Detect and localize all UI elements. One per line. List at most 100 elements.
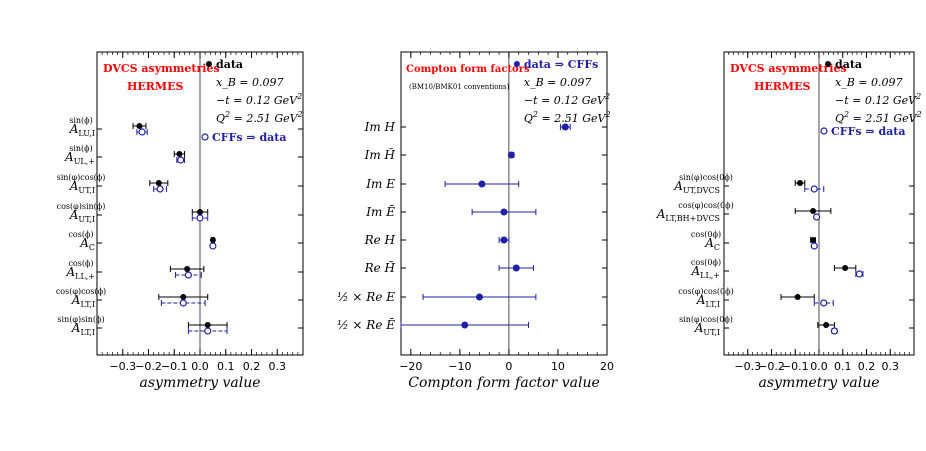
kinematics-line: x_B = 0.097 xyxy=(835,76,903,89)
fit-point xyxy=(820,299,828,307)
row-label: Im H̃ xyxy=(364,147,396,162)
fit-point xyxy=(138,128,146,136)
cff-point xyxy=(461,321,469,329)
kinematics-line: Q2 = 2.51 GeV2 xyxy=(524,110,611,125)
x-tick-label: −0.1 xyxy=(782,360,809,373)
row-label-sup: sin(φ)cos(0ϕ) xyxy=(679,173,733,182)
x-tick-label: 0.2 xyxy=(858,360,876,373)
fit-point xyxy=(179,299,187,307)
row-label-main: A xyxy=(69,179,79,193)
row-label: AUT,DVCS xyxy=(673,179,720,195)
row-label-main: A xyxy=(65,265,75,279)
row-label-main: A xyxy=(690,264,700,278)
row-label-sub: LT,BH+DVCS xyxy=(665,214,720,223)
row-label-sub: LL,+ xyxy=(700,271,720,280)
row-label-main: A xyxy=(71,321,81,335)
row-label: ALT,I xyxy=(696,293,720,309)
row-label-sup: sin(φ)cos(0ϕ) xyxy=(679,315,733,324)
row-label-sub: LT,I xyxy=(705,300,720,309)
row-label-sub: LL,+ xyxy=(75,272,95,281)
row-label-sup: cos(φ)cos(ϕ) xyxy=(56,287,106,296)
legend-fit-marker xyxy=(201,133,209,141)
row-label-sup: cos(0ϕ) xyxy=(691,230,721,239)
x-axis-label: asymmetry value xyxy=(140,375,261,391)
row-label-sub: UT,DVCS xyxy=(683,186,720,195)
row-label: ½ × Re Ē xyxy=(337,317,395,332)
data-point xyxy=(810,208,817,214)
row-label-main: A xyxy=(79,236,89,250)
row-label: AC xyxy=(79,236,95,252)
cff-point xyxy=(500,208,508,216)
row-label-sub: UT,I xyxy=(78,215,95,224)
cff-point xyxy=(512,264,520,272)
data-point xyxy=(180,294,187,300)
legend-data-label: data ⇒ CFFs xyxy=(524,58,598,71)
fit-point xyxy=(810,242,818,250)
row-label: ½ × Re E xyxy=(337,290,395,304)
row-label-sup: cos(ϕ) xyxy=(68,259,93,268)
fit-point xyxy=(830,327,839,335)
row-label: ALL,+ xyxy=(65,265,95,281)
row-label-sup: cos(ϕ) xyxy=(68,230,93,239)
kinematics-line: x_B = 0.097 xyxy=(216,76,284,89)
row-label: AUT,I xyxy=(69,208,95,224)
x-tick-label: 0.2 xyxy=(243,360,261,373)
plot-frame xyxy=(400,51,608,356)
x-axis-label: Compton form factor value xyxy=(408,375,600,391)
kinematics-line: −t = 0.12 GeV2 xyxy=(835,92,921,107)
x-tick-label: 0.0 xyxy=(191,360,209,373)
row-label-main: A xyxy=(656,207,666,221)
x-axis-label: asymmetry value xyxy=(759,375,880,391)
x-tick-label: −0.3 xyxy=(734,360,761,373)
chart-title: DVCS asymmetries xyxy=(730,62,847,75)
cff-point xyxy=(478,180,486,188)
chart-title: DVCS asymmetries xyxy=(103,62,220,75)
data-point xyxy=(176,151,183,157)
data-point xyxy=(823,322,830,328)
data-point xyxy=(810,237,817,243)
row-label-sub: LT,I xyxy=(80,300,95,309)
row-label-sup: sin(φ)cos(ϕ) xyxy=(57,173,106,182)
x-tick-label: −10 xyxy=(448,360,471,373)
chart-subtitle: HERMES xyxy=(127,80,183,93)
row-label: Im H xyxy=(364,120,396,134)
x-tick-label: −0.2 xyxy=(135,360,162,373)
x-tick-label: 0.1 xyxy=(217,360,235,373)
fit-point xyxy=(184,271,193,279)
x-tick-label: 0.3 xyxy=(882,360,900,373)
legend-data-label: data xyxy=(835,58,862,71)
legend-data-label: data xyxy=(216,58,243,71)
row-label: Re H xyxy=(364,233,396,247)
row-label-sup: cos(φ)sin(ϕ) xyxy=(57,202,106,211)
row-label: Im Ē xyxy=(365,204,395,219)
row-label-main: A xyxy=(696,293,706,307)
x-tick-label: 0 xyxy=(505,360,512,373)
data-point xyxy=(136,123,143,129)
chart-subtitle: (BM10/BMK01 conventions) xyxy=(409,83,510,91)
data-point xyxy=(197,209,203,215)
row-label-sup: cos(0ϕ) xyxy=(691,258,721,267)
x-tick-label: 20 xyxy=(600,360,614,373)
data-point xyxy=(794,294,801,300)
data-point xyxy=(184,266,191,272)
x-tick-label: −0.1 xyxy=(161,360,188,373)
row-label: ALT,I xyxy=(71,293,95,309)
legend-data-marker xyxy=(513,61,520,67)
data-point xyxy=(209,237,216,243)
legend-data-marker xyxy=(206,61,212,67)
legend-fit-label: CFFs ⇒ data xyxy=(212,131,286,144)
fit-point xyxy=(204,327,212,335)
x-tick-label: −20 xyxy=(399,360,422,373)
row-label-main: A xyxy=(71,293,81,307)
row-label-sup: cos(φ)cos(0ϕ) xyxy=(678,287,733,296)
row-label: AC xyxy=(704,236,720,252)
row-label: AUT,I xyxy=(694,321,720,337)
chart-panel-left: −0.3 −0.2 −0.1 0.0 0.1 0.2 0.3 asymmetry value D… xyxy=(56,51,304,391)
fit-point xyxy=(813,213,821,221)
row-label-sub: LU,I xyxy=(78,129,95,138)
kinematics-line: Q2 = 2.51 GeV2 xyxy=(216,110,303,125)
row-label: AUT,I xyxy=(69,179,95,195)
fit-point xyxy=(196,214,204,222)
